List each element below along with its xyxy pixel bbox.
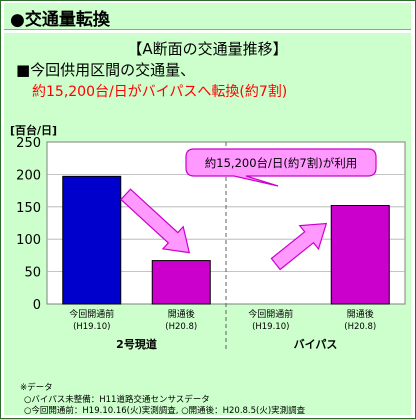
- y-axis-unit: [百台/日]: [10, 124, 58, 137]
- note-line: ○今回開通前：H19.10.16(火)実測調査, ○開通後：H20.8.5(火)…: [24, 406, 306, 416]
- y-tick-label: 100: [16, 233, 41, 248]
- x-tick-label: 今回開通前: [69, 308, 114, 320]
- note-line: ○バイパス未整備：H11道路交通センサスデータ: [24, 394, 210, 405]
- x-tick-sublabel: (H19.10): [252, 322, 289, 332]
- bar: [62, 175, 122, 305]
- data-notes: ※データ ○バイパス未整備：H11道路交通センサスデータ ○今回開通前：H19.…: [20, 383, 305, 418]
- group-label: バイパス: [294, 338, 338, 351]
- x-tick-label: 今回開通前: [248, 308, 293, 320]
- x-tick-sublabel: (H20.8): [165, 322, 197, 332]
- transfer-arrow: [120, 188, 191, 254]
- x-tick-label: 開通後: [168, 308, 195, 320]
- x-tick-sublabel: (H19.10): [73, 322, 110, 332]
- transfer-arrow: [270, 222, 328, 271]
- y-tick-label: 50: [24, 266, 41, 281]
- chart-svg: 0 50 100 150 200 250 今回開通前 (H19.10) 開通後 (H20.8) 2号…: [16, 136, 406, 351]
- header-bar: ●交通量転換: [4, 3, 411, 30]
- highlight-text: 約15,200台/日がバイパスへ転換(約7割): [32, 84, 288, 100]
- y-tick-label: 200: [16, 168, 41, 183]
- y-tick-label: 150: [16, 201, 41, 216]
- bar: [151, 260, 211, 305]
- callout-text: 約15,200台/日(約7割)が利用: [205, 156, 357, 170]
- x-tick-sublabel: (H20.8): [344, 322, 376, 332]
- bar: [330, 205, 390, 305]
- x-tick-label: 開通後: [347, 308, 374, 320]
- note-line: ※データ: [20, 383, 53, 393]
- callout-bubble: [185, 148, 377, 187]
- header-title: ●交通量転換: [10, 10, 110, 30]
- y-tick-label: 250: [16, 136, 41, 151]
- y-tick-label: 0: [33, 298, 41, 313]
- section-label: ■今回供用区間の交通量、: [16, 61, 196, 79]
- group-label: 2号現道: [116, 337, 157, 351]
- chart-subtitle: 【A断面の交通量推移】: [127, 40, 288, 58]
